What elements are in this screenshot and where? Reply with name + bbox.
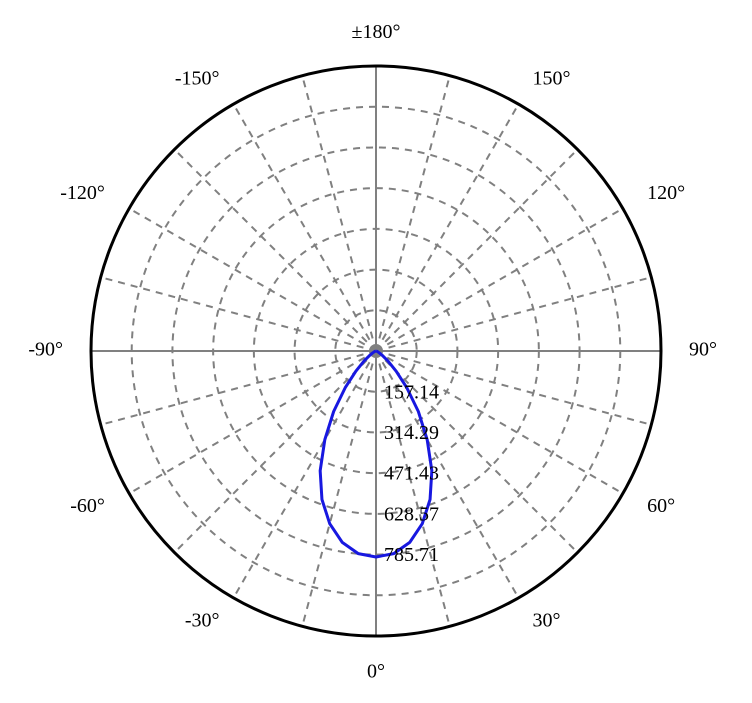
angle-label: 90°	[689, 339, 717, 361]
polar-chart-svg: 157.14 314.29 471.43 628.57 785.71 0° 30° 60° 90…	[0, 0, 752, 703]
angle-label: -90°	[28, 339, 63, 361]
angle-label: -150°	[175, 68, 220, 90]
angle-label: 120°	[647, 182, 685, 204]
ring-label: 157.14	[384, 381, 439, 403]
polar-chart: 157.14 314.29 471.43 628.57 785.71 0° 30° 60° 90…	[0, 0, 752, 703]
ring-label: 314.29	[384, 422, 439, 444]
angle-label: -30°	[185, 610, 220, 632]
ring-label: 471.43	[384, 463, 439, 485]
angle-label: -120°	[60, 182, 105, 204]
angle-label: 30°	[533, 610, 561, 632]
angle-label: ±180°	[352, 21, 401, 43]
angle-label: 60°	[647, 495, 675, 517]
ring-label: 628.57	[384, 503, 439, 525]
angle-label: -60°	[70, 495, 105, 517]
angle-label: 150°	[533, 68, 571, 90]
angle-label: 0°	[367, 661, 385, 683]
ring-label: 785.71	[384, 544, 439, 566]
